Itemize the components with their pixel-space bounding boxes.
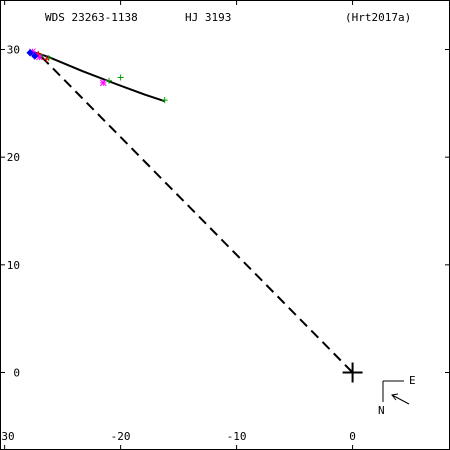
data-point-s1-p0-d2 [99, 79, 107, 87]
reference-label: (Hrt2017a) [345, 11, 411, 24]
x-tick-label-0: -30 [0, 430, 15, 443]
orbit-line [32, 50, 166, 103]
data-point-s0-p1 [117, 74, 124, 81]
y-tick-label-0: 0 [13, 366, 20, 379]
compass: E N [378, 374, 416, 417]
discoverer-label: HJ 3193 [185, 11, 231, 24]
x-tick-label-3: 0 [349, 430, 356, 443]
x-tick-label-1: -20 [111, 430, 131, 443]
data-point-s3-p1 [31, 52, 39, 60]
primary-star-marker [342, 362, 363, 383]
data-point-s1-p0 [99, 79, 107, 87]
wds-id-label: WDS 23263-1138 [45, 11, 138, 24]
data-point-s0-p2 [106, 77, 113, 84]
orbit-curve [32, 50, 166, 103]
data-point-s0-p0 [161, 97, 168, 104]
observation-points [26, 48, 168, 104]
compass-east-label: E [409, 374, 416, 387]
compass-north-label: N [378, 404, 385, 417]
y-tick-label-2: 20 [7, 151, 20, 164]
data-point-s1-p2-d2 [36, 53, 43, 61]
y-tick-label-3: 30 [7, 44, 20, 57]
data-point-s3-p0 [26, 49, 34, 57]
motion-direction-arrow [391, 394, 410, 405]
x-tick-label-2: -10 [227, 430, 247, 443]
y-tick-label-1: 10 [7, 259, 20, 272]
primary-to-companion-dashed-line [41, 56, 354, 374]
motion-direction-arrowhead [391, 393, 399, 401]
data-point-s2-p0 [43, 56, 50, 63]
dashed-line-segment [41, 56, 354, 374]
